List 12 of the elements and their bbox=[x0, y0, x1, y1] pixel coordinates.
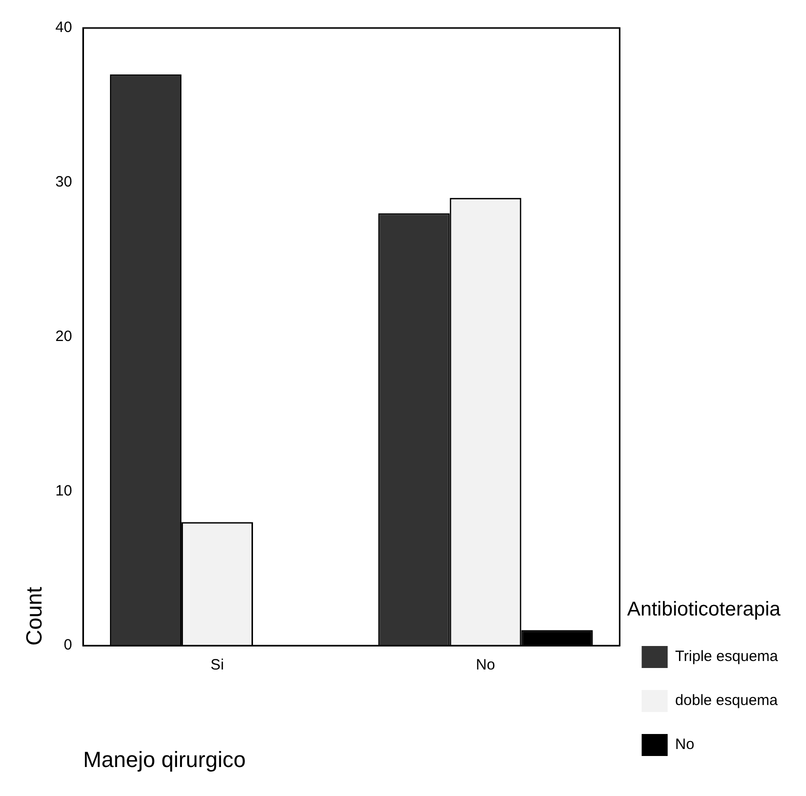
legend-title: Antibioticoterapia bbox=[627, 598, 782, 621]
x-tick-label: Si bbox=[210, 656, 224, 674]
x-axis-title: Manejo qirurgico bbox=[83, 746, 246, 772]
y-tick-label: 0 bbox=[64, 636, 72, 654]
y-tick-label: 20 bbox=[55, 328, 72, 345]
legend-label: doble esquema bbox=[675, 692, 778, 710]
y-tick-label: 40 bbox=[55, 19, 72, 36]
y-tick-label: 30 bbox=[55, 174, 72, 191]
y-tick-label: 10 bbox=[55, 482, 72, 500]
legend-label: Triple esquema bbox=[675, 648, 779, 666]
legend-label: No bbox=[675, 736, 694, 754]
y-axis-title: Count bbox=[21, 586, 46, 646]
